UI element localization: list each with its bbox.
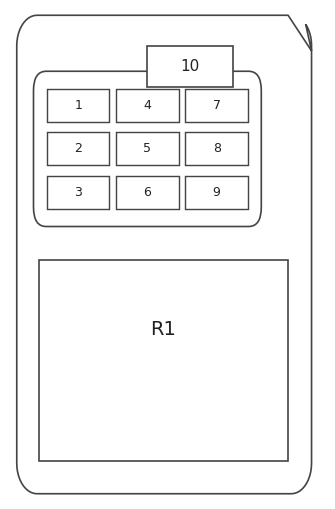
Text: 7: 7 bbox=[213, 99, 221, 112]
Bar bbox=[185, 132, 248, 165]
Text: R1: R1 bbox=[150, 321, 176, 340]
Bar bbox=[147, 46, 233, 87]
Bar bbox=[116, 89, 179, 122]
Bar bbox=[116, 176, 179, 209]
Text: 9: 9 bbox=[213, 186, 220, 199]
Text: 2: 2 bbox=[74, 143, 82, 155]
Bar bbox=[47, 132, 110, 165]
Text: 5: 5 bbox=[143, 143, 151, 155]
Bar bbox=[185, 89, 248, 122]
Text: 6: 6 bbox=[143, 186, 151, 199]
Bar bbox=[39, 260, 288, 461]
Bar bbox=[116, 132, 179, 165]
Polygon shape bbox=[17, 15, 312, 494]
Bar bbox=[185, 176, 248, 209]
Text: 10: 10 bbox=[181, 59, 200, 74]
Text: 3: 3 bbox=[74, 186, 82, 199]
Text: 1: 1 bbox=[74, 99, 82, 112]
Bar bbox=[47, 176, 110, 209]
Text: 4: 4 bbox=[143, 99, 151, 112]
FancyBboxPatch shape bbox=[34, 71, 261, 227]
Text: 8: 8 bbox=[213, 143, 221, 155]
Bar bbox=[47, 89, 110, 122]
